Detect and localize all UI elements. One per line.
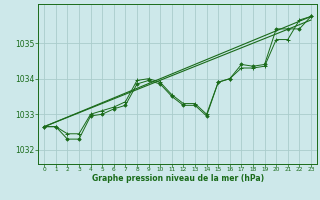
X-axis label: Graphe pression niveau de la mer (hPa): Graphe pression niveau de la mer (hPa) — [92, 174, 264, 183]
